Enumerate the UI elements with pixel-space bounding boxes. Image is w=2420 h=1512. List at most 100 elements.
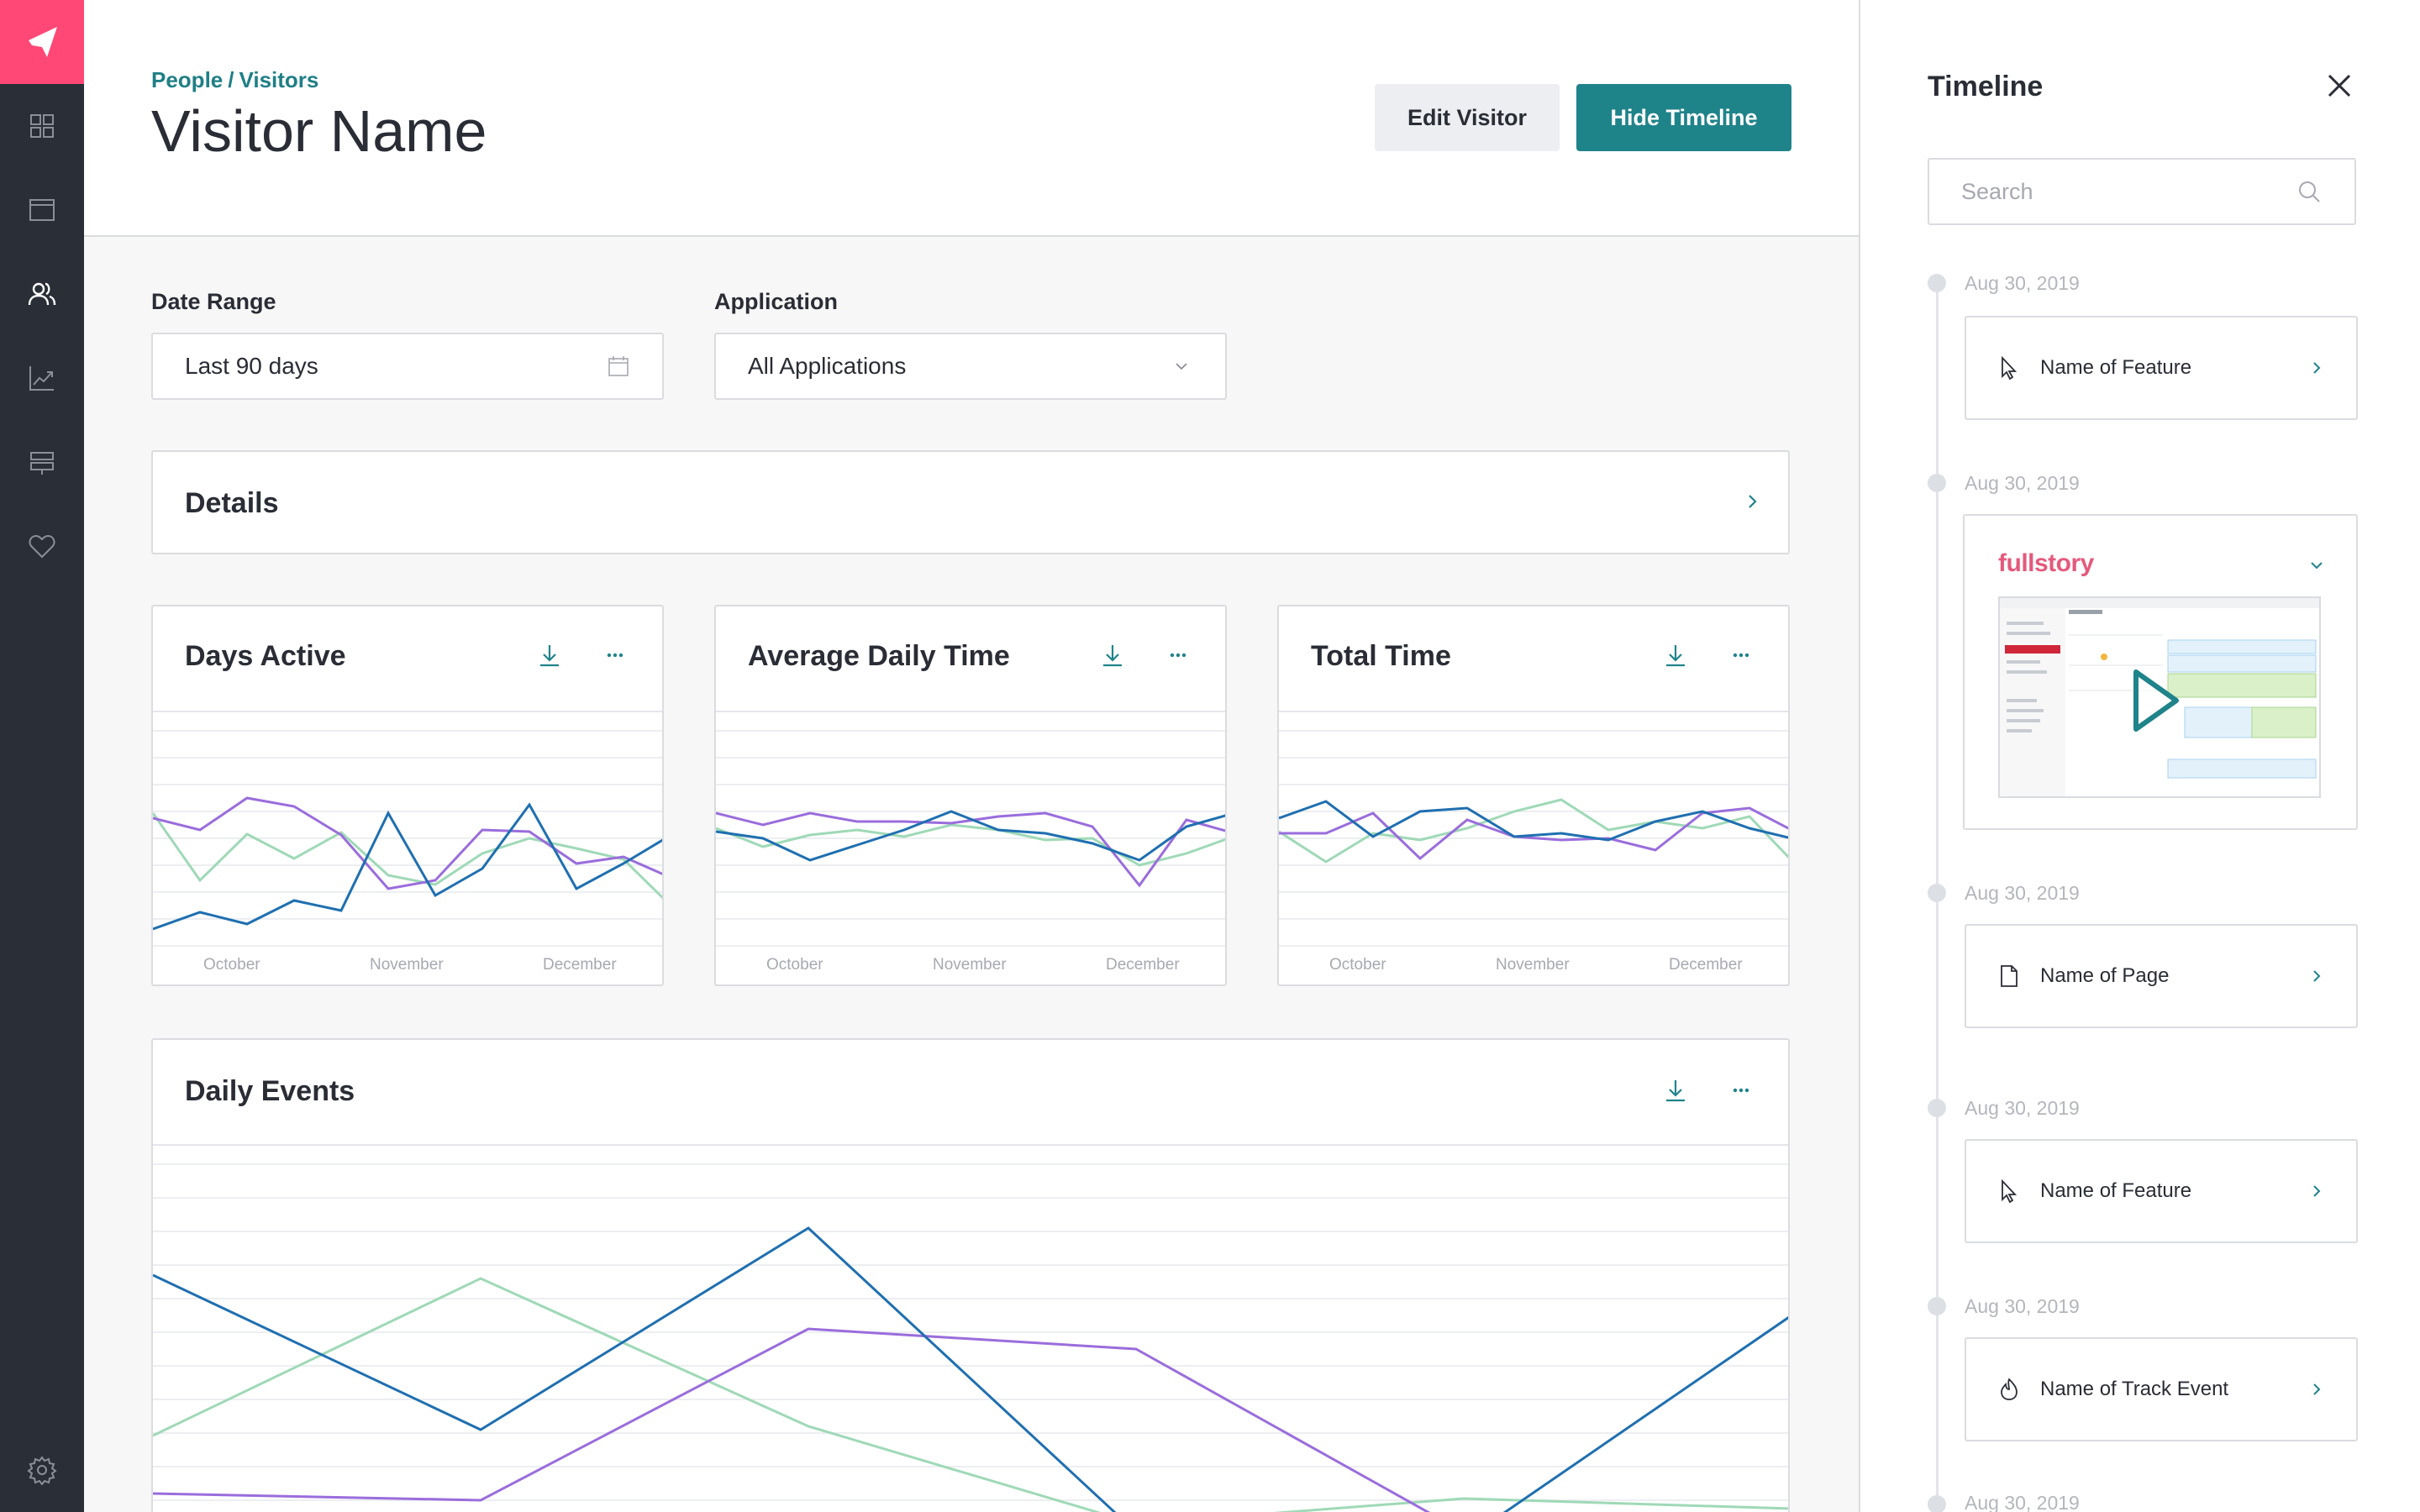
grid-icon [30,114,54,138]
x-axis-label: November [370,956,444,974]
details-title: Details [185,487,279,519]
timeline-item-label: Name of Feature [2040,356,2192,379]
days-active-title: Days Active [185,640,346,672]
series-line [153,796,662,890]
series-line [153,812,662,900]
download-icon[interactable] [1662,1077,1689,1104]
total-time-title: Total Time [1311,640,1451,672]
heart-icon [29,534,55,559]
nav-guides[interactable] [0,420,84,504]
series-line [153,1226,1788,1512]
timeline-dot [1928,1099,1946,1117]
series-line [1279,806,1788,861]
timeline-item-label: Name of Track Event [2040,1378,2229,1400]
page-title: Visitor Name [151,98,487,164]
date-range-picker[interactable]: Last 90 days [151,333,664,400]
chevron-right-icon [2313,362,2321,374]
x-axis-label: December [543,956,617,974]
series-line [716,810,1225,862]
breadcrumb: People / Visitors [151,67,324,93]
more-options-icon[interactable] [602,642,629,669]
card-divider [1279,711,1788,712]
video-thumbnail[interactable] [1998,596,2321,798]
session-replay-card[interactable]: fullstory [1963,514,2358,830]
timeline-dot [1928,474,1946,492]
breadcrumb-separator: / [228,67,234,92]
download-icon[interactable] [1662,642,1689,669]
timeline-date: Aug 30, 2019 [1965,882,2080,904]
series-line [153,1327,1431,1512]
timeline-dot [1928,274,1946,292]
nav-feedback[interactable] [0,504,84,588]
avg-daily-time-title: Average Daily Time [748,640,1010,672]
application-select[interactable]: All Applications [714,333,1227,400]
series-line [716,823,1225,867]
search-input[interactable] [1961,178,2281,205]
x-axis-label: October [203,956,260,974]
download-icon[interactable] [536,642,563,669]
breadcrumb-visitors[interactable]: Visitors [239,67,319,92]
cursor-icon [2002,355,2018,381]
timeline-title: Timeline [1928,71,2044,102]
total-time-chart [1279,730,1788,947]
more-options-icon[interactable] [1728,642,1754,669]
nav-pages[interactable] [0,168,84,252]
chevron-right-icon[interactable] [1741,491,1763,512]
application-value: All Applications [748,353,907,379]
timeline-item[interactable]: Name of Feature [1965,316,2358,420]
fullstory-logo: fullstory [1998,549,2094,577]
left-nav [0,0,84,1512]
nav-dashboard[interactable] [0,84,84,168]
search-icon [2299,181,2320,202]
avg-daily-time-chart [716,730,1225,947]
avg-daily-time-card: Average Daily Time October November Dece… [714,605,1227,986]
card-divider [716,711,1225,712]
x-axis-label: October [1329,956,1386,974]
details-panel[interactable]: Details [151,450,1790,554]
breadcrumb-people[interactable]: People [151,67,224,92]
timeline-item[interactable]: Name of Page [1965,924,2358,1028]
chevron-down-icon[interactable] [2307,556,2326,575]
series-line [716,811,1225,888]
page-icon [2001,965,2018,987]
nav-people[interactable] [0,252,84,336]
x-axis-label: December [1669,956,1743,974]
timeline-item[interactable]: Name of Feature [1965,1139,2358,1243]
date-range-label: Date Range [151,289,276,314]
total-time-card: Total Time October November December [1277,605,1790,986]
nav-settings[interactable] [0,1428,84,1512]
timeline-search[interactable] [1928,158,2356,225]
date-range-value: Last 90 days [185,353,318,379]
more-options-icon[interactable] [1728,1077,1754,1104]
timeline-date: Aug 30, 2019 [1965,472,2080,494]
timeline-date: Aug 30, 2019 [1965,272,2080,294]
track-event-icon [2001,1378,2018,1400]
series-line [153,1277,1788,1512]
close-icon[interactable] [2324,71,2354,101]
chevron-right-icon [2313,1383,2321,1395]
timeline-date: Aug 30, 2019 [1965,1097,2080,1119]
daily-events-title: Daily Events [185,1075,355,1107]
cursor-icon [2002,1179,2018,1204]
nav-analytics[interactable] [0,336,84,420]
edit-visitor-button[interactable]: Edit Visitor [1375,84,1560,151]
more-options-icon[interactable] [1165,642,1192,669]
people-icon [28,282,56,306]
logo-icon [29,27,57,57]
timeline-item[interactable]: Name of Track Event [1965,1337,2358,1441]
series-line [153,802,662,931]
chart-icon [29,366,54,391]
x-axis-label: December [1106,956,1180,974]
card-divider [153,711,662,712]
series-line [1279,800,1788,842]
hide-timeline-button[interactable]: Hide Timeline [1576,84,1791,151]
daily-events-card: Daily Events [151,1038,1790,1512]
download-icon[interactable] [1099,642,1126,669]
card-divider [153,1144,1788,1146]
days-active-chart [153,730,662,947]
timeline-panel: Timeline Aug 30, 2019 Name of Feature Au… [1859,0,2420,1512]
page-header: People / Visitors Visitor Name Edit Visito… [84,0,1859,237]
logo[interactable] [0,0,84,84]
x-axis-label: November [933,956,1007,974]
chevron-down-icon [1176,363,1187,370]
